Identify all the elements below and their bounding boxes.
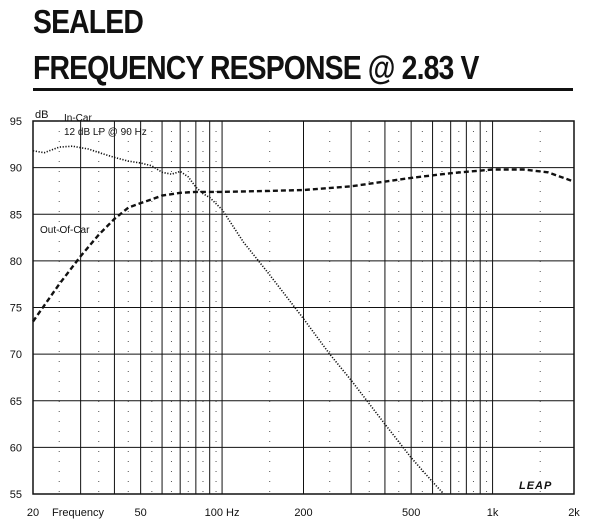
annotation-out-of-car: Out-Of-Car (40, 225, 90, 236)
title-underline (33, 88, 573, 91)
major-grid (33, 121, 574, 494)
x-tick-label: 50 (135, 507, 147, 519)
x-axis-ticks: 20 50 100 Hz 200 500 1k 2k (27, 507, 580, 519)
x-tick-label: 1k (487, 507, 499, 519)
x-tick-label: 20 (27, 507, 39, 519)
x-tick-label: 2k (568, 507, 580, 519)
y-tick-label: 75 (10, 303, 22, 315)
x-tick-label: 100 Hz (205, 507, 240, 519)
chart-title-line-2: FREQUENCY RESPONSE @ 2.83 V (33, 49, 479, 86)
minor-grid (58, 121, 541, 494)
chart-title-line-1: SEALED (33, 3, 144, 40)
y-tick-label: 95 (10, 116, 22, 128)
series-line-in-car (32, 145, 445, 495)
y-tick-label: 55 (10, 489, 22, 501)
x-tick-label: 500 (402, 507, 420, 519)
y-tick-label: 90 (10, 163, 22, 175)
y-tick-label: 85 (10, 209, 22, 221)
y-axis-ticks: 95 90 85 80 75 70 65 60 55 (10, 116, 22, 501)
y-tick-label: 60 (10, 442, 22, 454)
series-line-out-of-car (32, 168, 575, 323)
x-axis-label: Frequency (52, 507, 104, 519)
y-tick-label: 70 (10, 349, 22, 361)
series-lines (32, 145, 575, 495)
leap-logo: LEAP (519, 480, 552, 492)
y-tick-label: 80 (10, 256, 22, 268)
annotation-lowpass: 12 dB LP @ 90 Hz (64, 127, 147, 138)
x-tick-label: 200 (294, 507, 312, 519)
y-axis-label: dB (35, 109, 48, 121)
annotation-in-car: In-Car (64, 113, 92, 124)
y-tick-label: 65 (10, 396, 22, 408)
